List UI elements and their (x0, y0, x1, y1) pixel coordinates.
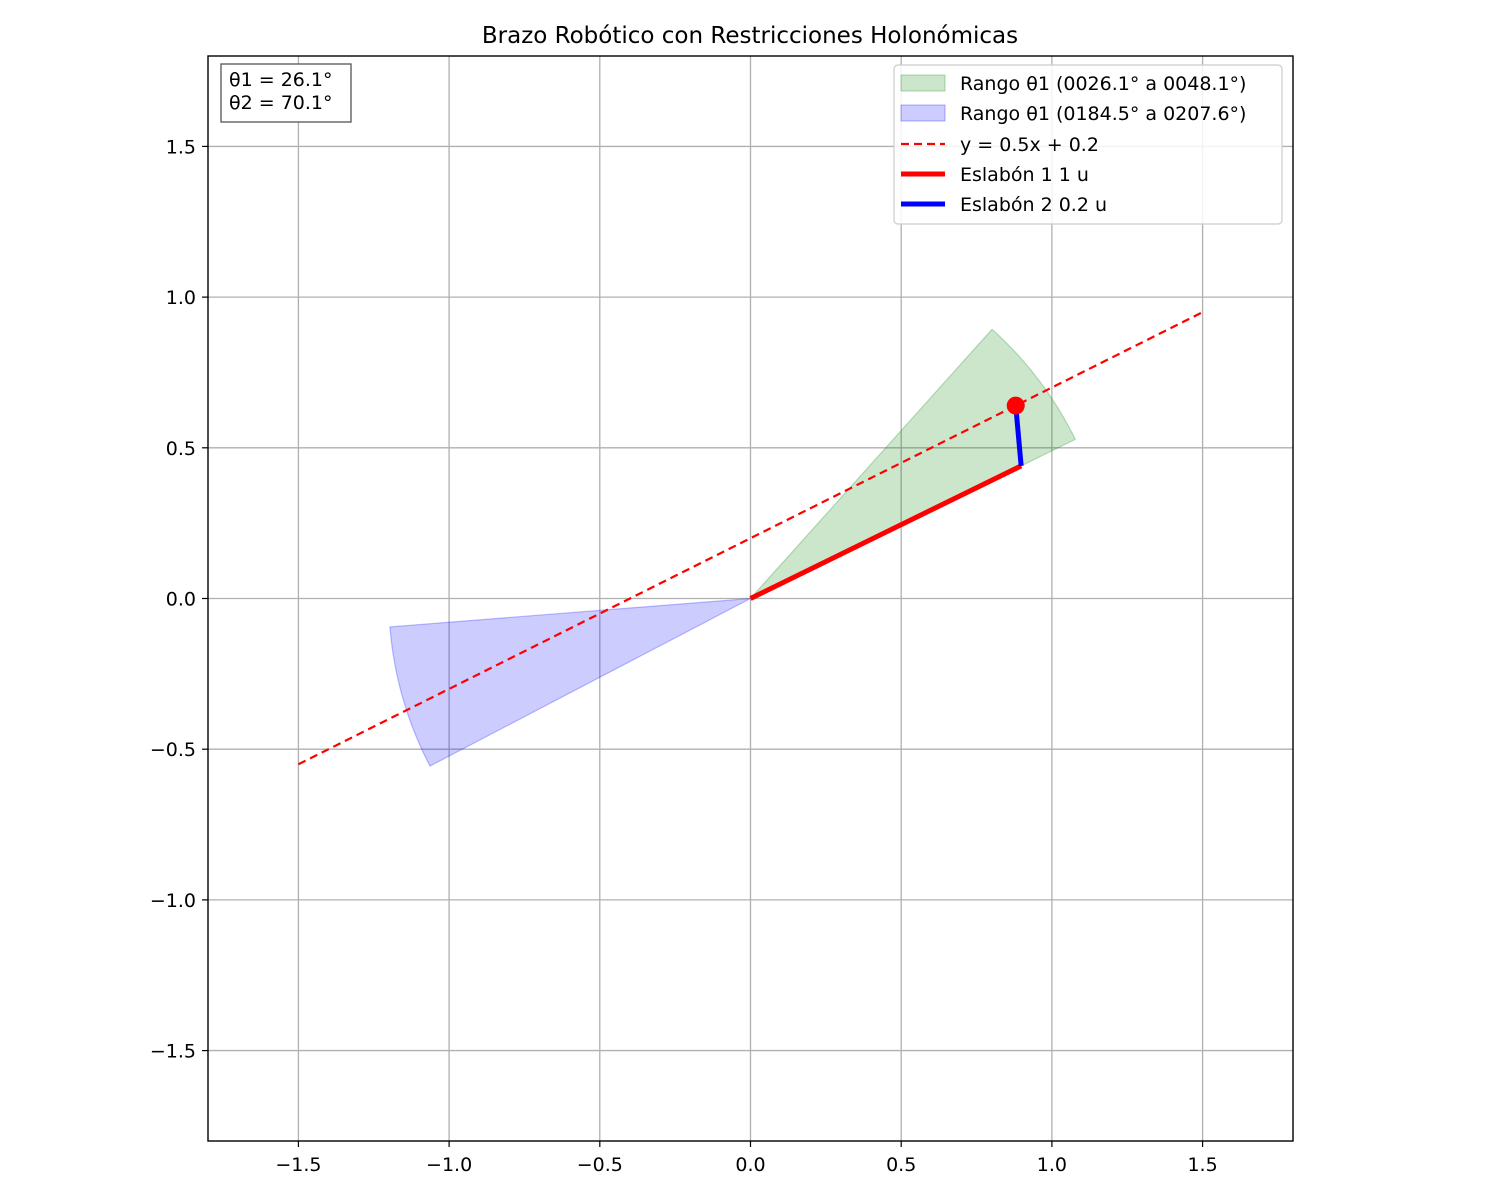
y-tick-label: 1.5 (166, 136, 196, 158)
legend-label: Eslabón 2 0.2 u (960, 194, 1107, 216)
legend-label: y = 0.5x + 0.2 (960, 134, 1099, 156)
x-tick-label: 1.0 (1037, 1154, 1067, 1176)
y-tick-label: 0.0 (166, 589, 196, 611)
legend-label: Rango θ1 (0026.1° a 0048.1°) (960, 73, 1246, 95)
y-tick-label: 1.0 (166, 287, 196, 309)
legend-label: Eslabón 1 1 u (960, 164, 1089, 186)
y-tick-label: −1.0 (150, 890, 196, 912)
links-layer (749, 405, 1024, 601)
x-tick-label: 0.0 (735, 1154, 765, 1176)
legend-swatch-region (900, 74, 946, 92)
legend-frame (893, 64, 1283, 225)
angle-readout: θ2 = 70.1° (229, 92, 333, 114)
chart-title: Brazo Robótico con Restricciones Holonóm… (482, 23, 1018, 49)
robot-link (1013, 405, 1024, 467)
x-tick-label: −1.5 (275, 1154, 321, 1176)
robot-link (749, 463, 1023, 601)
legend: Rango θ1 (0026.1° a 0048.1°) Rango θ1 (01… (893, 64, 1283, 225)
angle-info-box: θ1 = 26.1°θ2 = 70.1° (220, 63, 352, 123)
x-tick-label: 1.5 (1187, 1154, 1217, 1176)
end-effector-layer (1006, 396, 1025, 415)
x-tick-label: −0.5 (577, 1154, 623, 1176)
angle-readout: θ1 = 26.1° (229, 69, 333, 91)
y-tick-label: 0.5 (166, 438, 196, 460)
x-tick-label: −1.0 (426, 1154, 472, 1176)
range-regions (389, 328, 1077, 767)
info-box-frame (220, 63, 352, 123)
x-tick-label: 0.5 (886, 1154, 916, 1176)
legend-swatch-region (900, 104, 946, 122)
range-region (750, 328, 1077, 600)
ticks: −1.5 −1.0 −0.5 0.0 0.5 1.0 1.5 −1.5 −1.0 −0.5 0.0 0… (150, 136, 1218, 1176)
end-effector-point (1006, 396, 1025, 415)
range-region (389, 597, 751, 767)
y-tick-label: −1.5 (150, 1041, 196, 1063)
legend-label: Rango θ1 (0184.5° a 0207.6°) (960, 103, 1246, 125)
y-tick-label: −0.5 (150, 739, 196, 761)
